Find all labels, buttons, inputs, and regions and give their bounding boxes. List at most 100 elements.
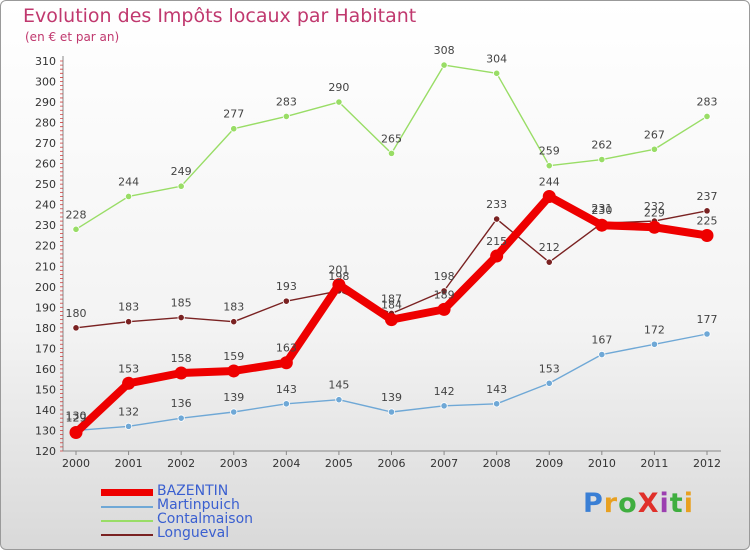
data-point-longueval[interactable] (124, 318, 133, 326)
data-point-longueval[interactable] (177, 313, 185, 322)
data-point-martinpuich[interactable] (650, 340, 659, 348)
data-point-contalmaison[interactable] (72, 225, 80, 233)
x-tick-label: 2008 (483, 457, 511, 470)
data-point-bazentin[interactable] (700, 228, 714, 242)
data-point-bazentin[interactable] (69, 426, 83, 440)
series-martinpuich (72, 330, 711, 435)
data-point-contalmaison[interactable] (703, 112, 711, 121)
data-point-longueval[interactable] (72, 324, 80, 332)
data-label-bazentin: 201 (328, 264, 349, 277)
data-point-contalmaison[interactable] (650, 145, 659, 153)
series-line-martinpuich (75, 333, 708, 432)
data-point-bazentin[interactable] (490, 249, 504, 263)
data-point-bazentin[interactable] (542, 189, 556, 203)
x-tick-label: 2004 (272, 457, 300, 470)
data-label-longueval: 187 (381, 292, 402, 305)
data-label-martinpuich: 145 (328, 379, 349, 392)
data-label-martinpuich: 143 (276, 383, 297, 396)
data-label-longueval: 231 (591, 202, 612, 215)
data-label-contalmaison: 308 (434, 44, 455, 57)
x-tick-label: 2002 (167, 457, 195, 470)
data-point-martinpuich[interactable] (124, 422, 133, 430)
data-point-martinpuich[interactable] (545, 379, 553, 387)
data-point-bazentin[interactable] (647, 220, 661, 234)
data-point-longueval[interactable] (545, 258, 553, 266)
data-label-longueval: 233 (486, 198, 507, 211)
data-point-contalmaison[interactable] (124, 192, 133, 201)
data-label-contalmaison: 228 (66, 208, 87, 221)
data-point-contalmaison[interactable] (335, 98, 343, 106)
data-label-bazentin: 153 (118, 362, 139, 375)
logo-letter: r (603, 488, 619, 519)
y-tick-label: 220 (35, 240, 56, 253)
data-point-martinpuich[interactable] (387, 408, 396, 416)
data-label-contalmaison: 262 (591, 139, 612, 152)
series-bazentin (69, 189, 714, 440)
data-label-martinpuich: 142 (434, 385, 455, 398)
data-point-contalmaison[interactable] (598, 155, 606, 164)
data-label-longueval: 180 (66, 307, 87, 320)
data-label-bazentin: 225 (697, 214, 718, 227)
data-label-bazentin: 163 (276, 342, 297, 355)
data-point-bazentin[interactable] (122, 376, 136, 390)
y-tick-label: 170 (35, 342, 56, 355)
x-tick-label: 2005 (325, 457, 353, 470)
data-point-contalmaison[interactable] (545, 162, 553, 170)
y-tick-label: 160 (35, 363, 56, 376)
data-point-contalmaison[interactable] (282, 112, 290, 121)
data-point-contalmaison[interactable] (440, 61, 448, 69)
data-point-bazentin[interactable] (437, 302, 451, 316)
x-tick-label: 2000 (62, 457, 90, 470)
y-tick-label: 250 (35, 178, 56, 191)
series-line-contalmaison (75, 64, 708, 230)
x-tick-label: 2009 (535, 457, 563, 470)
data-point-bazentin[interactable] (227, 364, 241, 378)
data-label-longueval: 237 (697, 190, 718, 203)
data-label-contalmaison: 249 (171, 165, 192, 178)
logo-letter: t (669, 488, 684, 519)
data-point-bazentin[interactable] (595, 218, 609, 232)
data-point-martinpuich[interactable] (598, 350, 606, 359)
data-point-martinpuich[interactable] (282, 400, 290, 408)
data-point-martinpuich[interactable] (703, 330, 711, 338)
data-point-martinpuich[interactable] (440, 402, 448, 410)
y-tick-label: 290 (35, 96, 56, 109)
data-point-longueval[interactable] (703, 207, 711, 215)
data-label-martinpuich: 153 (539, 362, 560, 375)
data-label-martinpuich: 132 (118, 405, 139, 418)
data-point-bazentin[interactable] (174, 366, 188, 380)
data-label-longueval: 193 (276, 280, 297, 293)
data-label-martinpuich: 136 (171, 397, 192, 410)
data-point-longueval[interactable] (230, 318, 238, 326)
logo-letter: i (683, 488, 694, 519)
data-point-longueval[interactable] (282, 297, 290, 305)
data-label-bazentin: 184 (381, 299, 402, 312)
data-point-martinpuich[interactable] (493, 400, 501, 408)
data-point-bazentin[interactable] (385, 313, 398, 327)
data-point-martinpuich[interactable] (230, 408, 238, 416)
y-tick-label: 270 (35, 137, 56, 150)
data-point-contalmaison[interactable] (493, 69, 501, 77)
data-point-bazentin[interactable] (279, 356, 293, 370)
x-tick-label: 2003 (220, 457, 248, 470)
data-point-martinpuich[interactable] (177, 414, 185, 422)
legend-label-contalmaison: Contalmaison (157, 511, 254, 527)
data-point-contalmaison[interactable] (387, 149, 396, 157)
data-point-contalmaison[interactable] (230, 125, 238, 133)
data-point-contalmaison[interactable] (177, 182, 185, 190)
data-label-martinpuich: 167 (591, 334, 612, 347)
y-tick-label: 150 (35, 383, 56, 396)
data-point-longueval[interactable] (493, 215, 501, 223)
data-point-bazentin[interactable] (332, 278, 346, 292)
series-contalmaison (72, 61, 711, 233)
data-point-martinpuich[interactable] (335, 396, 343, 404)
x-tick-label: 2006 (378, 457, 406, 470)
data-point-longueval[interactable] (440, 287, 448, 295)
data-label-contalmaison: 267 (644, 128, 665, 141)
y-tick-label: 240 (35, 199, 56, 212)
data-label-bazentin: 244 (539, 175, 560, 188)
data-label-martinpuich: 139 (223, 391, 244, 404)
x-tick-label: 2012 (693, 457, 721, 470)
